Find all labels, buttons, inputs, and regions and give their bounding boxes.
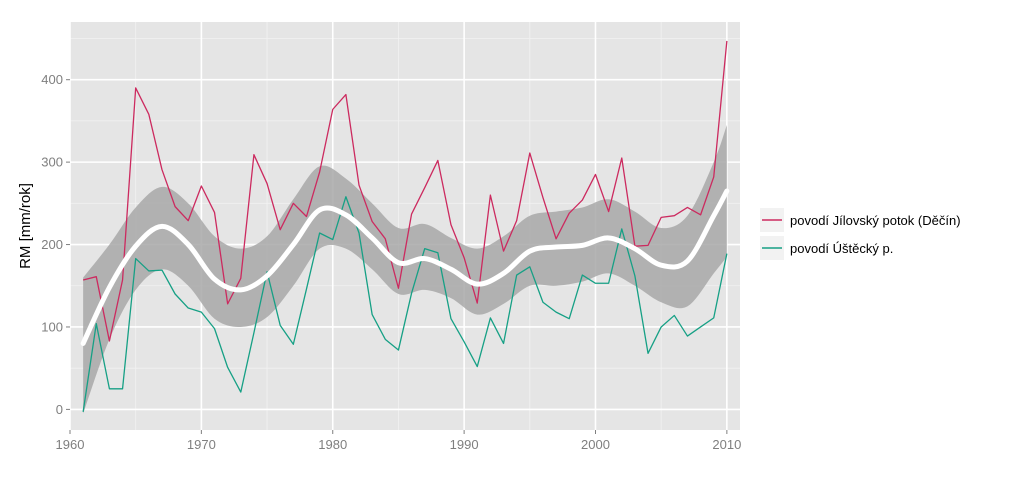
axis-ticks: [66, 79, 728, 434]
x-tick-label: 1960: [56, 437, 85, 452]
legend: povodí Jílovský potok (Děčín) povodí Úšt…: [760, 208, 961, 260]
legend-label-1: povodí Úštěcký p.: [790, 241, 893, 256]
x-tick-labels: 1960 1970 1980 1990 2000 2010: [56, 437, 742, 452]
y-tick-label: 300: [41, 155, 63, 170]
x-tick-label: 2000: [581, 437, 610, 452]
confidence-band: [83, 125, 727, 414]
series-line-1: [82, 196, 728, 412]
series-layer: [82, 40, 728, 412]
legend-label-0: povodí Jílovský potok (Děčín): [790, 213, 961, 228]
y-tick-label: 100: [41, 319, 63, 334]
smooth-line-layer: [80, 188, 730, 346]
series-line-0: [82, 40, 728, 342]
y-tick-label: 0: [56, 402, 63, 417]
smooth-trend-line: [80, 188, 730, 346]
confidence-band-layer: [83, 125, 727, 414]
y-tick-label: 400: [41, 72, 63, 87]
x-tick-label: 2010: [712, 437, 741, 452]
x-tick-label: 1990: [450, 437, 479, 452]
y-tick-labels: 0 100 200 300 400: [41, 72, 63, 417]
y-axis-title: RM [mm/rok]: [17, 183, 34, 269]
x-tick-label: 1970: [187, 437, 216, 452]
x-tick-label: 1980: [318, 437, 347, 452]
y-tick-label: 200: [41, 237, 63, 252]
